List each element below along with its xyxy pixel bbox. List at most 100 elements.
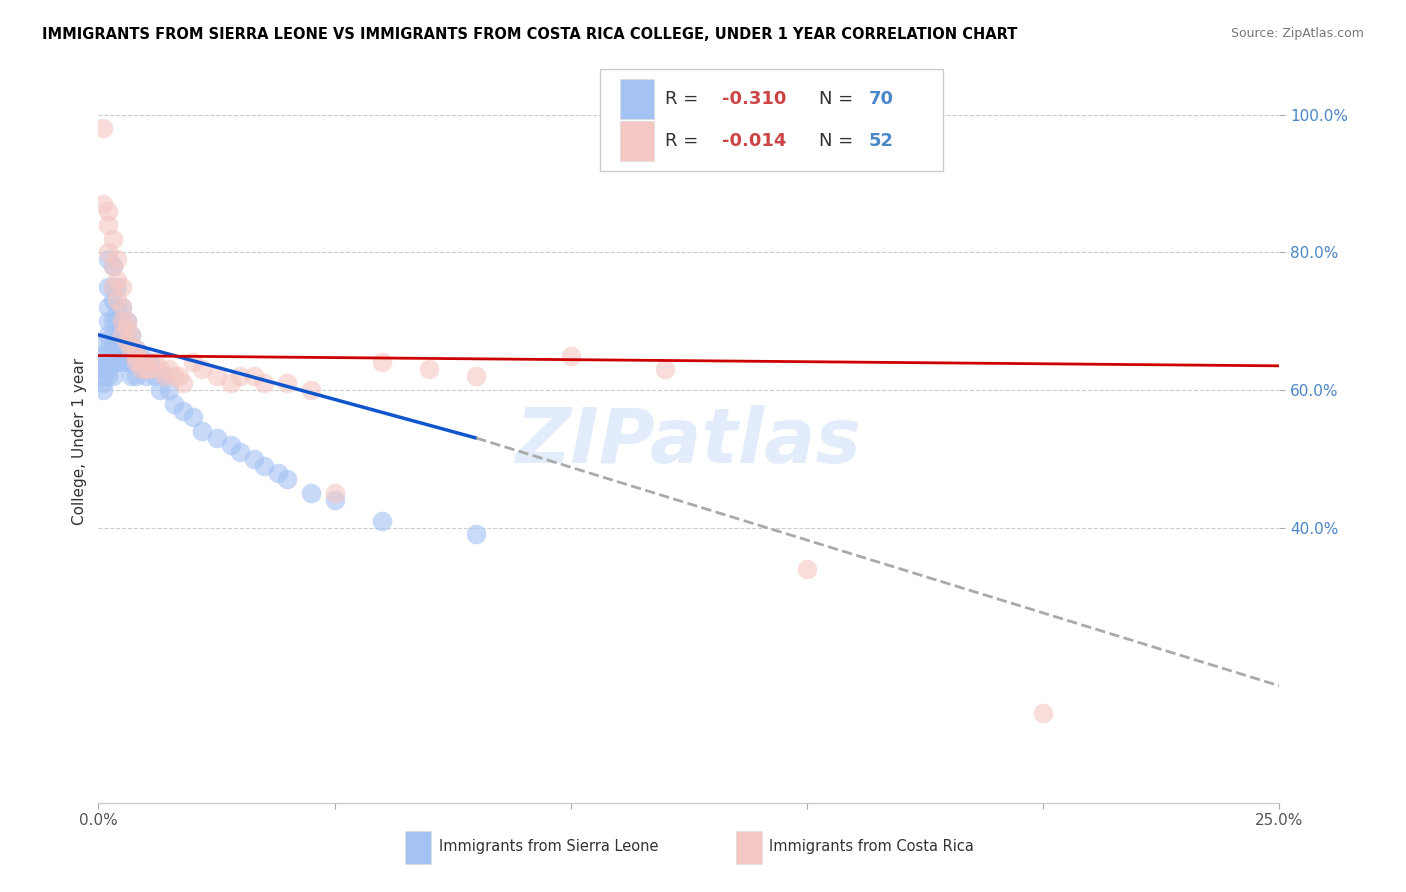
Point xyxy=(97,327,120,342)
Point xyxy=(101,279,124,293)
Text: -0.310: -0.310 xyxy=(723,90,786,108)
Point xyxy=(560,349,582,363)
Point xyxy=(172,376,194,390)
FancyBboxPatch shape xyxy=(620,79,654,120)
Point xyxy=(105,327,128,342)
Point xyxy=(143,369,166,384)
Point xyxy=(181,355,204,369)
Point xyxy=(111,342,134,356)
Point xyxy=(97,301,120,315)
Point xyxy=(105,293,128,308)
Point xyxy=(97,362,120,376)
Point xyxy=(97,355,120,369)
Point xyxy=(371,355,394,369)
Point xyxy=(101,293,124,308)
Point xyxy=(111,301,134,315)
Point xyxy=(111,355,134,369)
Point xyxy=(323,486,346,500)
Point xyxy=(101,327,124,342)
Point xyxy=(149,383,172,397)
Text: ZIPatlas: ZIPatlas xyxy=(516,405,862,478)
Point xyxy=(191,424,214,438)
Point xyxy=(97,314,120,328)
Text: R =: R = xyxy=(665,90,704,108)
Point xyxy=(229,445,252,459)
Point xyxy=(125,369,148,384)
Point xyxy=(219,376,242,390)
Text: N =: N = xyxy=(818,90,859,108)
Point xyxy=(129,355,152,369)
Point xyxy=(1032,706,1054,721)
Point xyxy=(121,369,143,384)
Point xyxy=(111,314,134,328)
Point xyxy=(219,438,242,452)
Text: -0.014: -0.014 xyxy=(723,132,786,150)
Point xyxy=(243,369,266,384)
Point xyxy=(129,349,152,363)
Point xyxy=(253,458,276,473)
Point xyxy=(105,314,128,328)
Point xyxy=(91,355,114,369)
Point xyxy=(97,218,120,232)
Point xyxy=(91,376,114,390)
Point xyxy=(229,369,252,384)
Point xyxy=(105,252,128,267)
Point xyxy=(125,349,148,363)
Point xyxy=(205,431,228,445)
Point xyxy=(97,279,120,293)
FancyBboxPatch shape xyxy=(600,70,943,170)
FancyBboxPatch shape xyxy=(620,120,654,161)
Point xyxy=(91,334,114,349)
Point xyxy=(418,362,440,376)
Point xyxy=(125,355,148,369)
Point xyxy=(205,369,228,384)
Point xyxy=(101,355,124,369)
Point xyxy=(172,403,194,417)
Point xyxy=(243,451,266,466)
Point xyxy=(135,369,157,384)
Point xyxy=(101,314,124,328)
Point xyxy=(121,342,143,356)
Point xyxy=(323,493,346,508)
Point xyxy=(121,342,143,356)
Point xyxy=(91,369,114,384)
Point xyxy=(299,383,322,397)
Point xyxy=(97,245,120,260)
Point xyxy=(115,334,138,349)
Text: N =: N = xyxy=(818,132,859,150)
Point xyxy=(157,362,180,376)
Point xyxy=(135,355,157,369)
Point xyxy=(101,259,124,273)
Point xyxy=(115,327,138,342)
Point xyxy=(121,327,143,342)
Point xyxy=(101,279,124,293)
Point xyxy=(143,355,166,369)
Point xyxy=(129,362,152,376)
Point xyxy=(101,231,124,245)
Point xyxy=(115,321,138,335)
Point xyxy=(101,259,124,273)
Point xyxy=(105,273,128,287)
Point xyxy=(465,369,488,384)
Point xyxy=(125,342,148,356)
Text: Source: ZipAtlas.com: Source: ZipAtlas.com xyxy=(1230,27,1364,40)
Point xyxy=(125,342,148,356)
Point xyxy=(111,301,134,315)
Y-axis label: College, Under 1 year: College, Under 1 year xyxy=(72,358,87,525)
Point xyxy=(111,327,134,342)
Point xyxy=(129,362,152,376)
Point xyxy=(105,279,128,293)
Point xyxy=(121,327,143,342)
Point xyxy=(105,301,128,315)
Point xyxy=(465,527,488,541)
Point xyxy=(101,342,124,356)
Point xyxy=(253,376,276,390)
Point xyxy=(91,383,114,397)
Point xyxy=(153,369,176,384)
Point xyxy=(125,355,148,369)
Point xyxy=(91,197,114,211)
Text: Immigrants from Sierra Leone: Immigrants from Sierra Leone xyxy=(439,838,658,854)
Point xyxy=(121,355,143,369)
Point xyxy=(135,355,157,369)
Point xyxy=(149,362,172,376)
